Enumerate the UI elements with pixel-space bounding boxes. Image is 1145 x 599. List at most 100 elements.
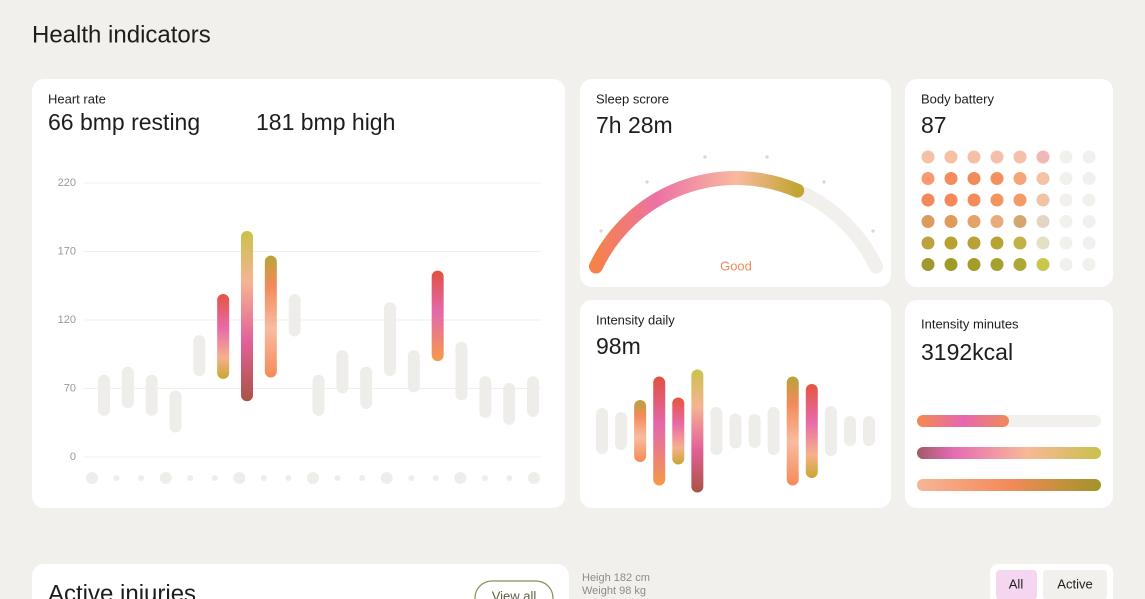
battery-value: 87: [921, 112, 947, 138]
battery-dot: [1036, 172, 1050, 185]
tab-all[interactable]: [996, 570, 1037, 599]
battery-dot: [967, 236, 981, 250]
daily-value: 98m: [596, 333, 641, 359]
battery-dot: [1013, 150, 1027, 164]
bar: [615, 412, 628, 450]
axis-dot: [334, 475, 341, 481]
gauge-label: Good: [720, 258, 752, 273]
bar: [748, 414, 761, 448]
battery-dot: [921, 172, 935, 185]
battery-dot: [944, 215, 958, 228]
bar: [672, 397, 685, 465]
range-bar: [217, 293, 230, 379]
battery-dot: [990, 258, 1004, 271]
battery-dot: [1059, 150, 1073, 164]
battery-dot: [1013, 215, 1027, 228]
axis-dot: [113, 475, 120, 481]
axis-dot: [359, 475, 366, 481]
injuries-title: Active injuries: [48, 580, 196, 599]
tab-label[interactable]: All: [1009, 576, 1024, 591]
bar: [824, 406, 837, 456]
range-bar: [479, 376, 492, 418]
axis-dot: [408, 475, 415, 481]
weight-text: Weight 98 kg: [582, 585, 646, 597]
battery-dot: [1082, 236, 1096, 250]
battery-dot: [921, 215, 935, 228]
y-tick-label: 0: [70, 451, 76, 463]
battery-dot: [1036, 236, 1050, 250]
battery-dot: [1059, 172, 1073, 185]
card-title: Heart rate: [48, 91, 106, 106]
bar: [786, 376, 799, 486]
battery-dot: [990, 172, 1004, 185]
range-bar: [431, 270, 444, 362]
battery-dot: [990, 236, 1004, 250]
view-all-label[interactable]: View all: [492, 588, 537, 599]
battery-dot: [921, 150, 935, 164]
tab-active[interactable]: [1043, 570, 1107, 599]
battery-dot: [1082, 150, 1096, 164]
battery-dot: [1036, 150, 1050, 164]
range-bar: [360, 366, 373, 410]
progress-fill: [917, 415, 1009, 427]
progress-fill: [917, 479, 1101, 491]
axis-dot: [211, 475, 218, 481]
range-bar: [312, 374, 325, 416]
battery-dot: [1036, 193, 1050, 207]
axis-dot: [233, 472, 246, 484]
card-title: Intensity minutes: [921, 316, 1019, 331]
view-all-button[interactable]: [474, 580, 554, 599]
gauge-dots: [599, 155, 875, 233]
bar: [805, 384, 818, 478]
y-tick-label: 70: [64, 382, 76, 394]
battery-dot: [1036, 258, 1050, 271]
battery-dot: [967, 172, 981, 185]
battery-dot: [1059, 193, 1073, 207]
bar: [596, 408, 608, 454]
battery-dot: [967, 193, 981, 207]
injuries-card: [32, 564, 569, 599]
battery-dot: [1059, 258, 1073, 271]
axis-dot: [307, 472, 319, 484]
axis-dot: [285, 475, 292, 481]
battery-dot: [944, 150, 958, 164]
bar: [710, 407, 723, 455]
range-bar: [169, 390, 182, 433]
bar: [843, 416, 856, 446]
y-tick-label: 120: [58, 314, 76, 326]
axis-dot: [481, 475, 488, 481]
card-title: Intensity daily: [596, 312, 675, 327]
range-bar: [264, 255, 277, 378]
tab-label[interactable]: Active: [1057, 576, 1092, 591]
bar: [767, 407, 780, 455]
kcal-value: 3192kcal: [921, 339, 1013, 365]
range-bar: [384, 302, 396, 377]
battery-dot: [1013, 193, 1027, 207]
battery-dot: [1013, 258, 1027, 271]
battery-dot: [1059, 215, 1073, 228]
height-text: Heigh 182 cm: [582, 572, 650, 584]
heart-rate-card: [32, 79, 565, 508]
battery-dot: [1082, 172, 1096, 185]
battery-dot: [921, 258, 935, 271]
y-tick-label: 170: [58, 245, 76, 257]
axis-dot: [187, 475, 194, 481]
range-bar: [241, 230, 253, 402]
bar: [863, 416, 875, 446]
gauge-fill: [588, 171, 805, 274]
battery-dot: [967, 215, 981, 228]
progress-fill: [917, 447, 1101, 459]
bar: [634, 400, 647, 462]
range-bar: [407, 350, 420, 393]
battery-dot: [944, 236, 958, 250]
high-rate: 181 bmp high: [256, 109, 395, 135]
axis-dot: [528, 472, 540, 484]
battery-dot: [944, 258, 958, 271]
range-bar: [193, 335, 206, 377]
range-bar: [336, 350, 349, 394]
battery-dot: [1013, 172, 1027, 185]
axis-dot: [380, 472, 393, 484]
battery-dot: [1082, 193, 1096, 207]
range-bar: [455, 341, 468, 401]
